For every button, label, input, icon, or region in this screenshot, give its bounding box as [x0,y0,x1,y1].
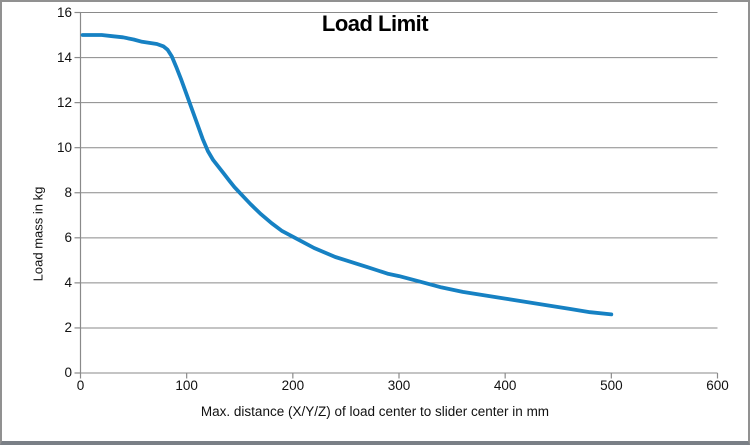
x-axis-title: Max. distance (X/Y/Z) of load center to … [200,404,550,419]
x-tick-label-400: 400 [493,378,517,393]
y-tick-label-12: 12 [56,94,72,110]
y-tick-label-8: 8 [64,184,72,200]
y-tick-label-10: 10 [56,139,72,155]
y-tick-label-16: 16 [56,4,72,20]
chart-title: Load Limit [321,11,429,36]
x-tick-label-200: 200 [281,378,305,393]
y-tick-label-2: 2 [64,319,72,335]
x-tick-label-100: 100 [175,378,198,393]
y-tick-label-0: 0 [64,365,72,380]
y-tick-label-4: 4 [64,274,72,290]
y-tick-label-14: 14 [56,49,72,65]
x-tick-label-0: 0 [76,378,85,393]
x-tick-label-600: 600 [706,378,729,393]
x-tick-label-300: 300 [387,378,411,393]
x-tick-label-500: 500 [600,378,623,393]
series-line [80,33,614,317]
y-tick-label-6: 6 [64,229,72,245]
